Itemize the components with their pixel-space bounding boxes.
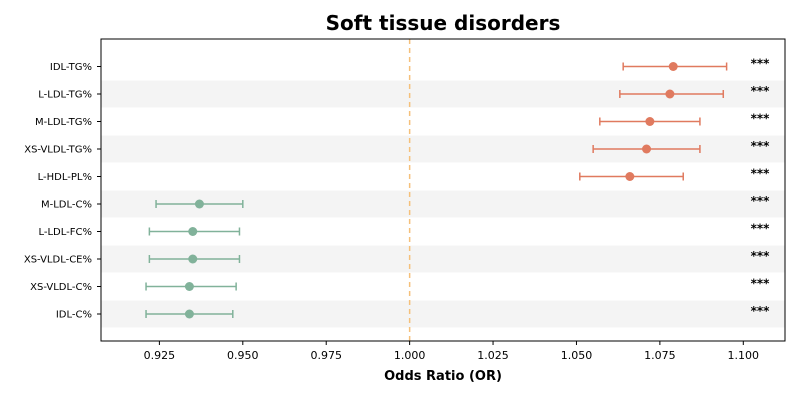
significance-label: *** bbox=[751, 112, 771, 126]
y-tick-label: XS-VLDL-TG% bbox=[24, 145, 92, 156]
x-tick-label: 1.100 bbox=[728, 349, 760, 362]
significance-label: *** bbox=[751, 277, 771, 291]
y-tick-label: XS-VLDL-C% bbox=[30, 282, 92, 293]
significance-label: *** bbox=[751, 167, 771, 181]
or-point bbox=[188, 254, 198, 264]
significance-label: *** bbox=[751, 304, 771, 318]
x-tick-label: 1.025 bbox=[477, 349, 509, 362]
significance-label: *** bbox=[751, 194, 771, 208]
chart-title: Soft tissue disorders bbox=[326, 11, 561, 35]
y-axis: IDL-TG% L-LDL-TG% M-LDL-TG% XS-VLDL-TG% L-HD… bbox=[24, 62, 101, 321]
or-point bbox=[188, 227, 198, 236]
plot-border bbox=[100, 38, 786, 342]
significance-label: *** bbox=[751, 139, 771, 153]
x-tick-label: 1.050 bbox=[561, 349, 593, 362]
x-axis-title: Odds Ratio (OR) bbox=[384, 369, 502, 384]
y-tick-label: L-LDL-TG% bbox=[38, 90, 92, 101]
or-point bbox=[645, 117, 655, 126]
or-point bbox=[642, 144, 652, 154]
or-point bbox=[668, 62, 678, 71]
significance-label: *** bbox=[751, 57, 771, 71]
data-marks: *** *** *** *** *** *** *** *** *** *** bbox=[145, 57, 771, 319]
plot-frame bbox=[100, 38, 786, 342]
y-tick-label: M-LDL-TG% bbox=[35, 117, 92, 128]
y-tick-label: L-HDL-PL% bbox=[38, 172, 92, 183]
x-tick-label: 0.950 bbox=[227, 349, 259, 362]
y-tick-label: XS-VLDL-CE% bbox=[24, 255, 92, 266]
y-tick-label: IDL-TG% bbox=[50, 62, 92, 73]
or-point bbox=[184, 282, 194, 291]
x-tick-label: 1.000 bbox=[394, 349, 426, 362]
x-tick-label: 0.975 bbox=[310, 349, 342, 362]
or-point bbox=[194, 199, 204, 209]
or-point bbox=[625, 172, 635, 181]
significance-label: *** bbox=[751, 222, 771, 236]
x-axis: 0.925 0.950 0.975 1.000 1.025 1.050 1.075 1.100 bbox=[144, 341, 759, 362]
y-tick-label: IDL-C% bbox=[56, 310, 92, 321]
y-tick-label: M-LDL-C% bbox=[41, 200, 92, 211]
or-point bbox=[665, 89, 675, 99]
or-point bbox=[184, 309, 194, 319]
y-tick-label: L-LDL-FC% bbox=[38, 227, 92, 238]
x-tick-label: 0.925 bbox=[144, 349, 176, 362]
x-tick-label: 1.075 bbox=[644, 349, 676, 362]
significance-label: *** bbox=[751, 84, 771, 98]
significance-label: *** bbox=[751, 249, 771, 263]
